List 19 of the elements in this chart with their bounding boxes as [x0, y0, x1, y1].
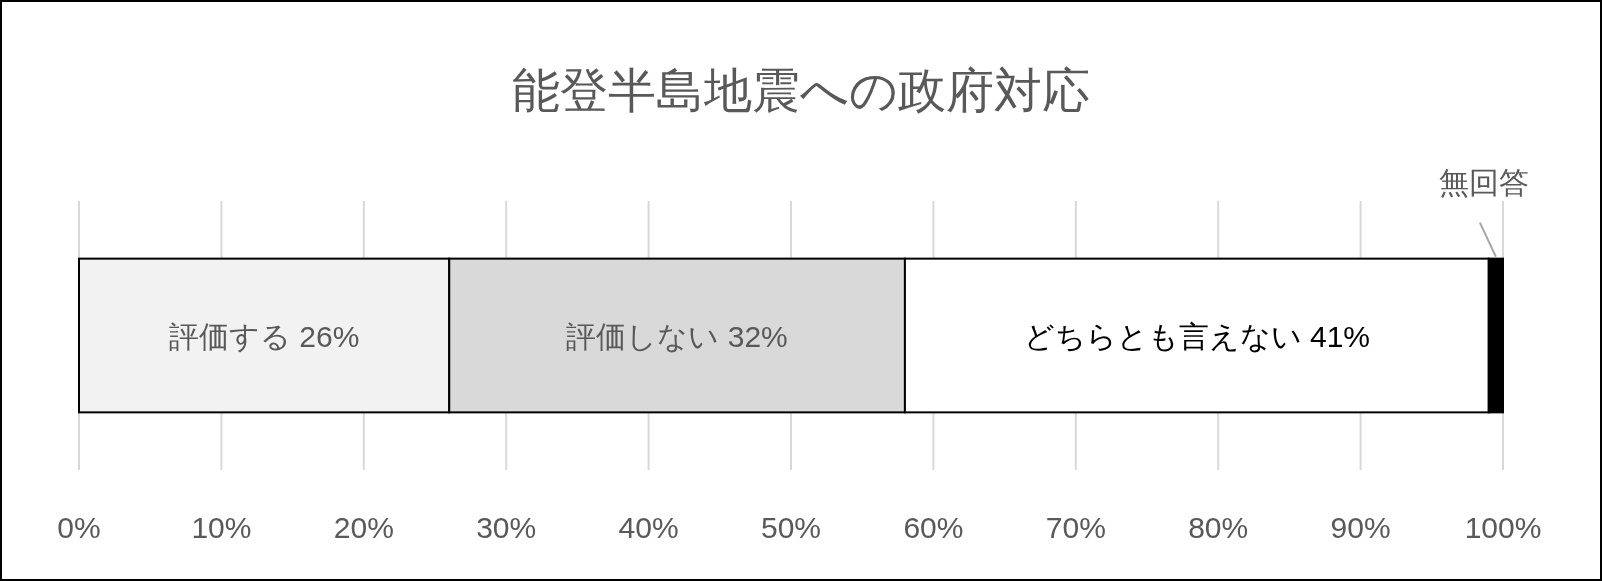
series-label: どちらとも言えない: [1023, 318, 1302, 353]
x-tick-label: 90%: [1330, 510, 1391, 544]
data-label: 26%: [290, 319, 360, 352]
x-tick-label: 70%: [1045, 510, 1106, 544]
x-tick-label: 80%: [1188, 510, 1249, 544]
x-tick-label: 30%: [476, 510, 537, 544]
series-label: 評価しない: [566, 318, 720, 353]
text: 無回答: [1438, 164, 1529, 200]
x-tick-label: 60%: [903, 510, 964, 544]
data-label: 32%: [719, 319, 788, 352]
chart-title: 能登半島地震への政府対応: [512, 62, 1090, 118]
x-tick-label: 50%: [760, 510, 822, 544]
data-label: 41%: [1301, 319, 1371, 352]
x-tick-label: 10%: [191, 510, 252, 544]
x-tick-label: 40%: [618, 510, 679, 544]
x-tick-label: 100%: [1464, 510, 1542, 544]
x-tick-label: 20%: [333, 510, 394, 544]
series-label: 評価する: [168, 318, 291, 353]
x-tick-label: 0%: [57, 510, 101, 544]
